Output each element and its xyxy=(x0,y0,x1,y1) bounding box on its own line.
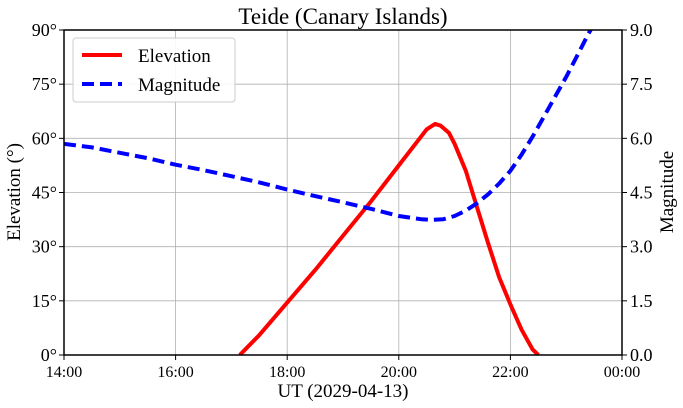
y-right-tick-label: 7.5 xyxy=(630,74,653,94)
legend: Elevation Magnitude xyxy=(72,37,236,103)
y-right-tick-label: 0.0 xyxy=(630,345,653,365)
x-axis-label: UT (2029-04-13) xyxy=(277,381,408,402)
y-right-tick-label: 6.0 xyxy=(630,128,653,148)
x-axis: 14:00 16:00 18:00 20:00 22:00 00:00 xyxy=(46,355,640,381)
x-tick-label: 22:00 xyxy=(492,364,528,381)
y-left-tick-label: 15° xyxy=(32,291,57,311)
series-line-magnitude xyxy=(64,30,593,222)
y-right-tick-label: 3.0 xyxy=(630,237,653,257)
y-left-tick-label: 45° xyxy=(32,183,57,203)
y-left-tick-label: 0° xyxy=(41,345,57,365)
y-left-tick-label: 90° xyxy=(32,20,57,40)
y-axis-right-label: Magnitude xyxy=(657,151,678,233)
y-left-tick-label: 60° xyxy=(32,128,57,148)
legend-label-magnitude: Magnitude xyxy=(138,75,220,96)
y-axis-right: 0.0 1.5 3.0 4.5 6.0 7.5 9.0 xyxy=(622,20,653,365)
series-line-elevation xyxy=(238,121,540,355)
x-tick-label: 18:00 xyxy=(269,364,305,381)
y-left-tick-label: 30° xyxy=(32,237,57,257)
x-tick-label: 20:00 xyxy=(381,364,417,381)
chart-title: Teide (Canary Islands) xyxy=(238,4,447,29)
series-layer xyxy=(64,30,593,355)
x-tick-label: 14:00 xyxy=(46,364,82,381)
x-tick-label: 16:00 xyxy=(157,364,193,381)
y-right-tick-label: 4.5 xyxy=(630,183,653,203)
x-tick-label: 00:00 xyxy=(604,364,640,381)
y-right-tick-label: 1.5 xyxy=(630,291,653,311)
legend-label-elevation: Elevation xyxy=(138,46,211,67)
y-axis-left: 0° 15° 30° 45° 60° 75° 90° xyxy=(32,20,64,365)
y-left-tick-label: 75° xyxy=(32,74,57,94)
y-right-tick-label: 9.0 xyxy=(630,20,653,40)
y-axis-left-label: Elevation (°) xyxy=(4,143,25,241)
